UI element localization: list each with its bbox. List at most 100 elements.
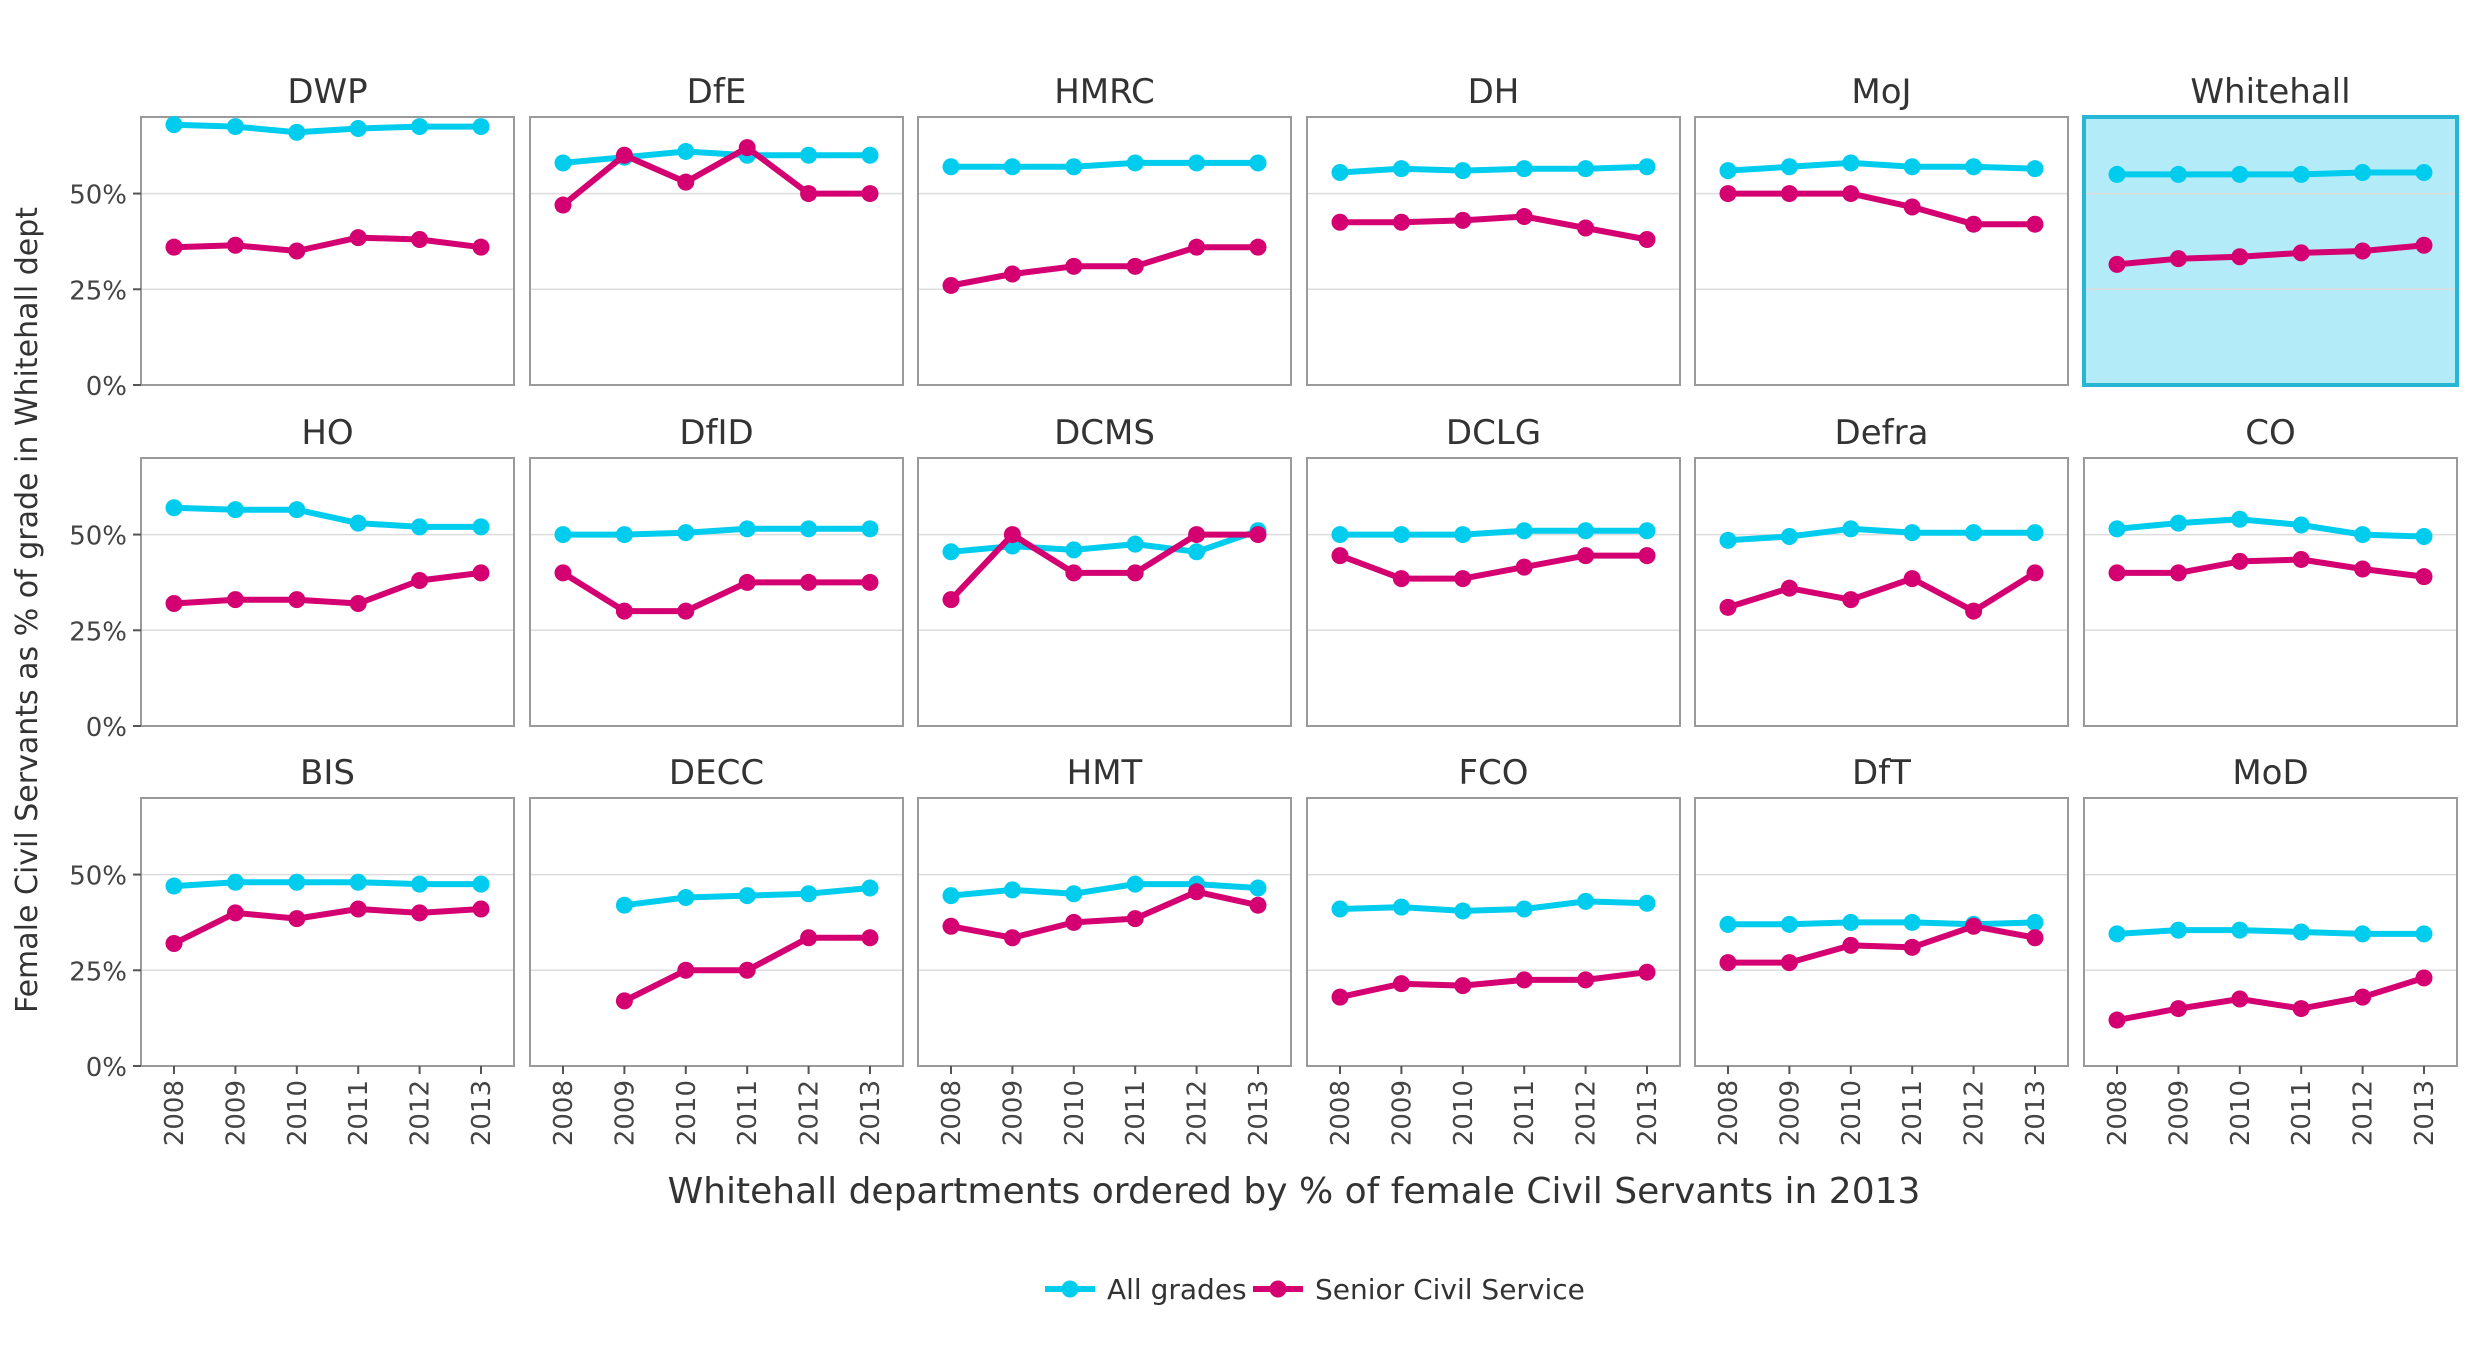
data-point-all-grades xyxy=(2292,516,2310,534)
x-tick-label: 2009 xyxy=(610,1080,640,1146)
data-point-all-grades xyxy=(1515,522,1533,540)
data-point-all-grades xyxy=(2231,165,2249,183)
data-point-all-grades xyxy=(1331,526,1349,544)
data-point-senior-civil-service xyxy=(1392,975,1410,993)
panel-bis: BIS 0% 25% 50% 2008 2009 2010 2011 2012 2013 xyxy=(69,753,515,1146)
data-point-senior-civil-service xyxy=(2108,564,2126,582)
data-point-senior-civil-service xyxy=(2026,564,2044,582)
data-point-all-grades xyxy=(288,501,306,519)
data-point-all-grades xyxy=(1577,522,1595,540)
panel-border xyxy=(1306,457,1681,727)
series-line-senior-civil-service xyxy=(1337,552,1650,582)
data-point-all-grades xyxy=(800,146,818,164)
data-point-senior-civil-service xyxy=(1842,936,1860,954)
data-point-all-grades xyxy=(2169,514,2187,532)
data-point-senior-civil-service xyxy=(1577,547,1595,565)
x-tick-label: 2013 xyxy=(1244,1080,1274,1146)
data-point-senior-civil-service xyxy=(472,564,490,582)
data-point-all-grades xyxy=(942,543,960,561)
data-point-all-grades xyxy=(1780,158,1798,176)
data-point-all-grades xyxy=(349,873,367,891)
panel-hmt: HMT 2008 2009 2010 2011 2012 2013 xyxy=(917,753,1292,1146)
data-point-all-grades xyxy=(2354,526,2372,544)
data-point-all-grades xyxy=(2026,524,2044,542)
panel-border xyxy=(2083,797,2458,1067)
y-tick-label: 0% xyxy=(86,1053,127,1083)
panel-title: DCMS xyxy=(1054,413,1155,453)
data-point-senior-civil-service xyxy=(1780,579,1798,597)
data-point-all-grades xyxy=(288,873,306,891)
data-point-senior-civil-service xyxy=(738,139,756,157)
data-point-senior-civil-service xyxy=(2108,1011,2126,1029)
panel-title: Whitehall xyxy=(2190,72,2350,112)
panel-title: HO xyxy=(301,413,353,453)
data-point-all-grades xyxy=(554,154,572,172)
data-point-all-grades xyxy=(1454,902,1472,920)
x-tick-label: 2013 xyxy=(1633,1080,1663,1146)
data-point-all-grades xyxy=(226,873,244,891)
x-tick-label: 2008 xyxy=(160,1080,190,1146)
data-point-senior-civil-service xyxy=(472,238,490,256)
data-point-senior-civil-service xyxy=(1126,910,1144,928)
x-tick-label: 2010 xyxy=(2226,1080,2256,1146)
data-point-senior-civil-service xyxy=(861,573,879,591)
panel-title: FCO xyxy=(1458,753,1528,793)
data-point-senior-civil-service xyxy=(2292,550,2310,568)
data-point-all-grades xyxy=(1331,164,1349,182)
data-point-senior-civil-service xyxy=(1903,570,1921,588)
data-point-all-grades xyxy=(226,501,244,519)
data-point-all-grades xyxy=(1249,879,1267,897)
data-point-all-grades xyxy=(472,518,490,536)
data-point-senior-civil-service xyxy=(800,185,818,203)
data-point-senior-civil-service xyxy=(1249,238,1267,256)
legend-item-senior-civil-service: Senior Civil Service xyxy=(1253,1273,1585,1306)
data-point-senior-civil-service xyxy=(1638,547,1656,565)
data-point-all-grades xyxy=(1392,526,1410,544)
data-point-senior-civil-service xyxy=(861,185,879,203)
data-point-senior-civil-service xyxy=(1188,238,1206,256)
panel-fco: FCO 2008 2009 2010 2011 2012 2013 xyxy=(1306,753,1681,1146)
panel-moj: MoJ xyxy=(1694,72,2069,386)
panel-border xyxy=(917,116,1292,386)
data-point-all-grades xyxy=(1003,158,1021,176)
series-line-senior-civil-service xyxy=(2114,974,2427,1024)
data-point-all-grades xyxy=(2169,921,2187,939)
panel-border xyxy=(140,116,515,386)
panel-ho: HO 0% 25% 50% xyxy=(69,413,515,743)
data-point-senior-civil-service xyxy=(1515,558,1533,576)
panel-border xyxy=(529,457,904,727)
data-point-all-grades xyxy=(861,146,879,164)
y-tick-label: 0% xyxy=(86,372,127,402)
panel-background xyxy=(141,458,514,726)
data-point-senior-civil-service xyxy=(1454,570,1472,588)
data-point-senior-civil-service xyxy=(1903,938,1921,956)
panel-dfid: DfID xyxy=(529,413,904,727)
panel-border xyxy=(2083,457,2458,727)
panel-border xyxy=(917,797,1292,1067)
panel-title: DfE xyxy=(687,72,747,112)
panels-group: DWP 0% 25% 50% DfE HMRC DH MoJ Whitehall HO 0% 25% 5… xyxy=(69,72,2459,1146)
data-point-senior-civil-service xyxy=(861,929,879,947)
data-point-all-grades xyxy=(1780,915,1798,933)
data-point-all-grades xyxy=(411,875,429,893)
panel-background xyxy=(1307,798,1680,1066)
data-point-senior-civil-service xyxy=(1003,929,1021,947)
panel-title: BIS xyxy=(300,753,355,793)
y-tick-label: 0% xyxy=(86,713,127,743)
data-point-all-grades xyxy=(1577,892,1595,910)
data-point-senior-civil-service xyxy=(411,904,429,922)
data-point-senior-civil-service xyxy=(2292,244,2310,262)
panel-title: DfT xyxy=(1852,753,1911,793)
data-point-all-grades xyxy=(861,879,879,897)
data-point-senior-civil-service xyxy=(2026,215,2044,233)
data-point-all-grades xyxy=(349,514,367,532)
data-point-senior-civil-service xyxy=(2231,552,2249,570)
data-point-all-grades xyxy=(1903,158,1921,176)
data-point-all-grades xyxy=(1903,913,1921,931)
data-point-all-grades xyxy=(1392,160,1410,178)
data-point-senior-civil-service xyxy=(411,572,429,590)
series-line-all-grades xyxy=(1725,525,2038,544)
series-line-all-grades xyxy=(1725,919,2038,928)
data-point-senior-civil-service xyxy=(615,992,633,1010)
